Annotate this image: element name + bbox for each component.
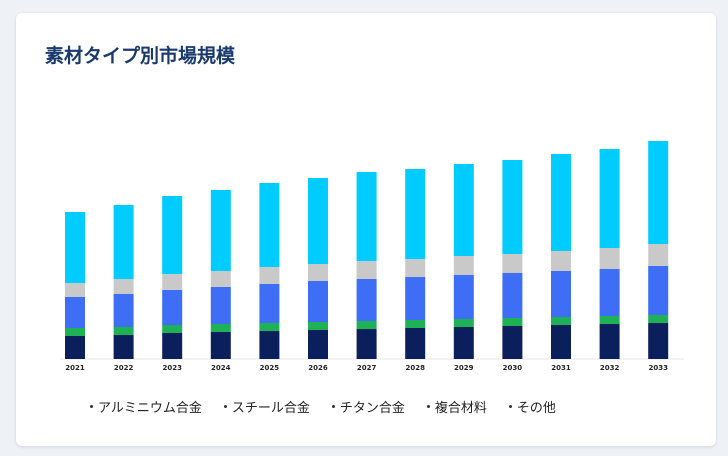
legend-item: 複合材料: [426, 397, 487, 416]
bar-segment-2027-series-3: [356, 261, 377, 279]
bar-segment-2030-series-3: [502, 254, 523, 273]
bar-segment-2032-series-3: [599, 248, 620, 269]
bar-segment-2027-series-0: [356, 329, 377, 359]
legend-label: スチール合金: [231, 400, 310, 416]
bar-segment-2025-series-3: [259, 267, 280, 284]
bar-segment-2022-series-1: [113, 327, 134, 335]
bar-segment-2021-series-4: [65, 212, 85, 283]
bar-segment-2030-series-2: [502, 273, 523, 318]
bar-segment-2028-series-4: [405, 169, 426, 259]
x-tick-label: 2025: [260, 364, 280, 372]
bar-segment-2022-series-0: [113, 335, 134, 359]
bar-segment-2021-series-0: [65, 336, 85, 359]
bar-segment-2022-series-2: [113, 294, 134, 327]
bar-segment-2028-series-3: [405, 259, 426, 277]
bar-segment-2027-series-2: [356, 279, 377, 321]
bar-segment-2032-series-1: [599, 316, 620, 324]
legend-bullet-icon: [331, 404, 335, 408]
bar-segment-2033-series-1: [648, 315, 669, 323]
x-tick-label: 2026: [308, 364, 328, 372]
bar-segment-2033-series-3: [648, 244, 669, 266]
bar-segment-2022-series-3: [113, 279, 134, 294]
legend: アルミニウム合金 スチール合金 チタン合金 複合材料 その他: [90, 396, 556, 416]
x-tick-label: 2031: [551, 364, 571, 372]
bar-segment-2032-series-0: [599, 324, 620, 359]
bar-segment-2031-series-1: [551, 317, 571, 325]
bar-segment-2021-series-1: [65, 328, 85, 336]
x-tick-label: 2021: [65, 364, 85, 372]
legend-label: チタン合金: [339, 400, 405, 416]
bar-segment-2023-series-1: [162, 325, 183, 333]
bar-segment-2031-series-0: [551, 325, 571, 359]
bar-segment-2024-series-1: [210, 324, 231, 332]
x-tick-label: 2023: [162, 364, 182, 372]
bar-segment-2025-series-4: [259, 183, 280, 267]
bar-segment-2028-series-2: [405, 277, 426, 320]
bar-segment-2032-series-2: [599, 269, 620, 316]
bar-segment-2030-series-4: [502, 160, 523, 254]
legend-bullet-icon: [90, 404, 93, 408]
bar-segment-2021-series-3: [65, 283, 85, 297]
legend-label: その他: [516, 400, 556, 416]
bar-segment-2030-series-0: [502, 326, 523, 359]
bar-segment-2023-series-2: [162, 290, 183, 325]
bar-segment-2023-series-0: [162, 333, 183, 359]
legend-item: その他: [508, 397, 556, 416]
bar-segment-2028-series-0: [405, 328, 426, 359]
bar-segment-2033-series-0: [648, 323, 669, 359]
bar-segment-2025-series-1: [259, 323, 280, 331]
bar-segment-2033-series-4: [648, 141, 669, 244]
legend-item: スチール合金: [223, 397, 310, 416]
x-tick-label: 2030: [503, 364, 523, 372]
bar-segment-2023-series-3: [162, 274, 183, 290]
legend-bullet-icon: [223, 404, 227, 408]
bar-segment-2029-series-1: [453, 319, 474, 327]
legend-bullet-icon: [426, 404, 430, 408]
bar-segment-2022-series-4: [113, 205, 134, 279]
bar-segment-2023-series-4: [162, 196, 183, 274]
bar-segment-2027-series-4: [356, 172, 377, 261]
bar-segment-2026-series-1: [308, 322, 328, 330]
bar-segment-2031-series-2: [551, 271, 571, 317]
x-tick-label: 2028: [405, 364, 425, 372]
bar-segment-2026-series-0: [308, 330, 328, 359]
legend-label: アルミニウム合金: [98, 400, 202, 416]
bar-segment-2027-series-1: [356, 321, 377, 329]
x-tick-label: 2029: [454, 364, 474, 372]
bar-segment-2026-series-2: [308, 281, 328, 322]
bar-segment-2028-series-1: [405, 320, 426, 328]
stacked-bar-chart: 2021 2022 2023 2024 2025 2026 2027 2028 2029 2030…: [60, 141, 684, 372]
x-tick-label: 2024: [211, 364, 231, 372]
bar-segment-2024-series-3: [210, 271, 231, 287]
chart-title: 素材タイプ別市場規模: [45, 45, 236, 67]
bar-segment-2029-series-3: [453, 256, 474, 275]
legend-label: 複合材料: [434, 400, 487, 416]
bar-segment-2029-series-0: [453, 327, 474, 359]
bar-segment-2024-series-0: [210, 332, 231, 359]
x-tick-label: 2033: [648, 364, 668, 372]
chart-card: 素材タイプ別市場規模 2021 2022 2023 2024 2025 2026 2027 2…: [16, 13, 716, 446]
x-tick-label: 2032: [600, 364, 620, 372]
bar-segment-2025-series-0: [259, 331, 280, 359]
bar-segment-2031-series-4: [551, 154, 571, 251]
legend-item: チタン合金: [331, 397, 405, 416]
bar-segment-2032-series-4: [599, 149, 620, 248]
bar-segment-2029-series-4: [453, 164, 474, 256]
x-tick-label: 2022: [114, 364, 134, 372]
bar-segment-2031-series-3: [551, 251, 571, 271]
bar-segment-2026-series-4: [308, 178, 328, 264]
bar-segment-2030-series-1: [502, 318, 523, 326]
legend-bullet-icon: [508, 404, 512, 408]
bar-segment-2033-series-2: [648, 266, 669, 315]
bar-segment-2021-series-2: [65, 297, 85, 328]
bar-segment-2025-series-2: [259, 284, 280, 323]
bar-segment-2026-series-3: [308, 264, 328, 281]
bar-segment-2024-series-2: [210, 287, 231, 324]
bar-segment-2029-series-2: [453, 275, 474, 319]
x-tick-label: 2027: [357, 364, 377, 372]
bar-segment-2024-series-4: [210, 190, 231, 271]
legend-item: アルミニウム合金: [90, 397, 202, 416]
